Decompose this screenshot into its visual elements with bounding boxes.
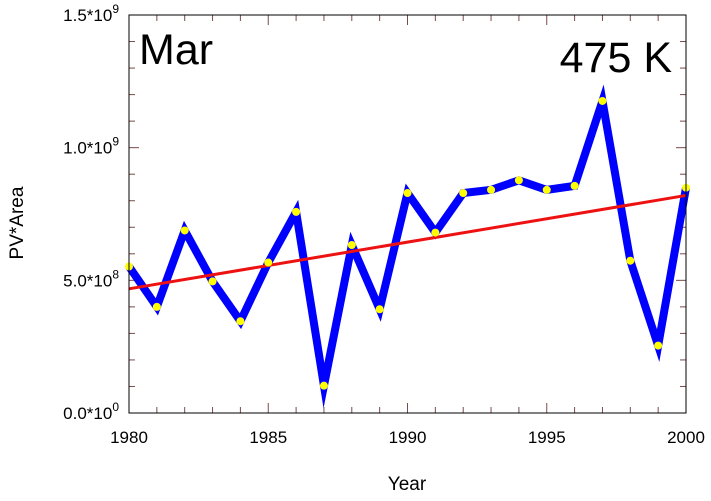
data-point: [180, 226, 189, 235]
data-point: [459, 189, 468, 198]
y-tick-label: 5.0*108: [63, 267, 119, 290]
trend-line: [128, 193, 687, 291]
data-point: [319, 381, 328, 390]
x-tick-label: 1980: [110, 428, 148, 447]
axis-ticks: [128, 14, 687, 414]
data-point: [626, 256, 635, 265]
data-point: [598, 96, 607, 105]
month-label: Mar: [139, 26, 213, 74]
data-point: [347, 241, 356, 250]
data-point: [375, 305, 384, 314]
data-point: [654, 341, 663, 350]
x-tick-label: 2000: [667, 428, 705, 447]
y-tick-labels: 0.0*100 5.0*108 1.0*109 1.5*109: [63, 2, 119, 423]
data-point: [431, 228, 440, 237]
x-tick-label: 1985: [249, 428, 287, 447]
data-point: [264, 258, 273, 267]
data-point: [542, 185, 551, 194]
x-tick-label: 1995: [528, 428, 566, 447]
data-point: [236, 317, 245, 326]
level-label: 475 K: [560, 34, 673, 82]
data-point: [292, 207, 301, 216]
series-lines: [125, 84, 690, 409]
data-point: [514, 176, 523, 185]
x-axis-title: Year: [388, 474, 427, 495]
plot-frame: [128, 14, 687, 414]
data-point: [208, 277, 217, 286]
y-tick-label: 0.0*100: [63, 400, 119, 423]
y-axis-title: PV*Area: [7, 186, 28, 259]
y-tick-label: 1.5*109: [63, 2, 119, 25]
data-point: [570, 181, 579, 190]
data-point: [403, 189, 412, 198]
data-point: [487, 185, 496, 194]
data-point: [152, 302, 161, 311]
x-tick-labels: 1980 1985 1990 1995 2000: [110, 428, 705, 447]
y-tick-label: 1.0*109: [63, 135, 119, 158]
x-tick-label: 1990: [389, 428, 427, 447]
